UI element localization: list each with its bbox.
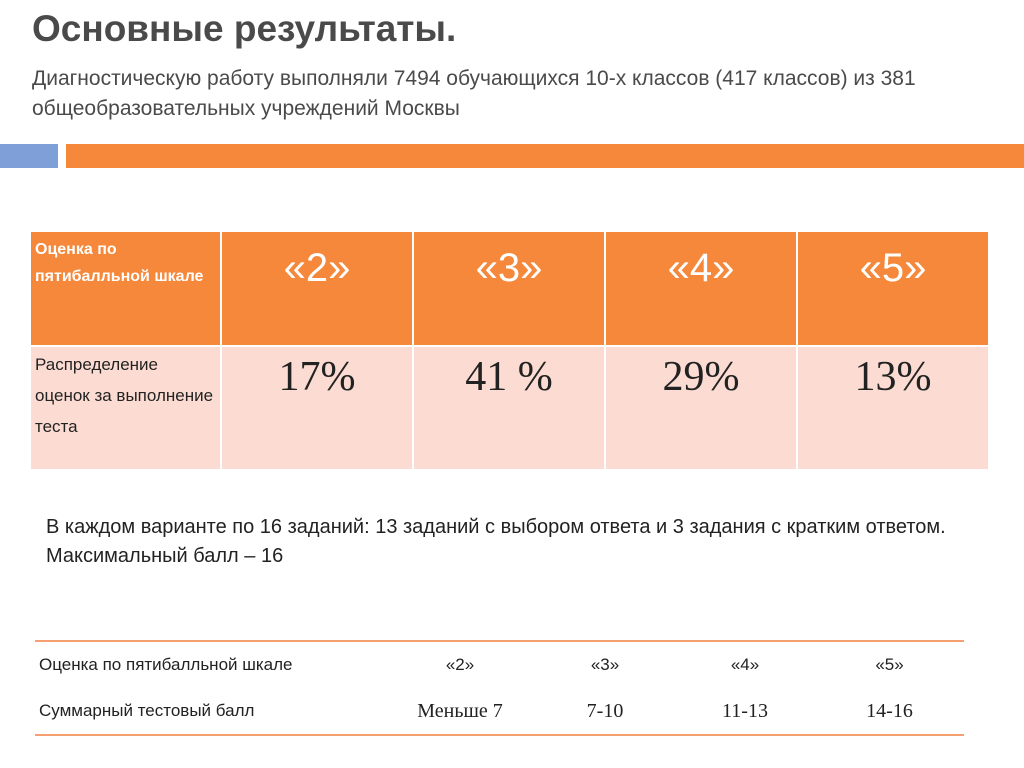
- score-range-4: 11-13: [722, 699, 768, 722]
- score-grade-3: «3»: [590, 655, 620, 674]
- grade-4-header: «4»: [604, 230, 798, 347]
- score-row2-label: Суммарный тестовый балл: [39, 701, 255, 720]
- grade-3-percent: 41 %: [412, 345, 606, 471]
- decorative-bar-blue: [0, 144, 58, 168]
- score-range-5: 14-16: [866, 699, 913, 722]
- grade-2-percent: 17%: [220, 345, 414, 471]
- score-table: Оценка по пятибалльной шкале «2» «3» «4»…: [35, 640, 964, 736]
- test-description-line2: Максимальный балл – 16: [46, 545, 284, 567]
- results-header-row: Оценка по пятибалльной шкале «2» «3» «4»…: [29, 230, 990, 347]
- results-header-label: Оценка по пятибалльной шкале: [29, 230, 222, 347]
- grade-5-percent: 13%: [796, 345, 990, 471]
- score-grade-4: «4»: [730, 655, 760, 674]
- page-title: Основные результаты.: [32, 8, 457, 49]
- decorative-bar-orange: [66, 144, 1024, 168]
- score-row1-label: Оценка по пятибалльной шкале: [39, 655, 293, 674]
- results-table: Оценка по пятибалльной шкале «2» «3» «4»…: [29, 230, 990, 471]
- page-subtitle: Диагностическую работу выполняли 7494 об…: [32, 67, 916, 120]
- score-range-3: 7-10: [586, 699, 624, 722]
- test-description: В каждом варианте по 16 заданий: 13 зада…: [46, 513, 946, 571]
- results-row-label: Распределение оценок за выполнение теста: [29, 345, 222, 471]
- score-grade-2: «2»: [445, 655, 475, 674]
- grade-2-header: «2»: [220, 230, 414, 347]
- score-grade-row: Оценка по пятибалльной шкале «2» «3» «4»…: [35, 641, 964, 688]
- score-range-2: Меньше 7: [417, 699, 503, 722]
- grade-5-header: «5»: [796, 230, 990, 347]
- grade-4-percent: 29%: [604, 345, 798, 471]
- grade-3-header: «3»: [412, 230, 606, 347]
- score-grade-5: «5»: [875, 655, 904, 674]
- score-points-row: Суммарный тестовый балл Меньше 7 7-10 11…: [35, 688, 964, 735]
- test-description-line1: В каждом варианте по 16 заданий: 13 зада…: [46, 516, 946, 538]
- results-data-row: Распределение оценок за выполнение теста…: [29, 345, 990, 471]
